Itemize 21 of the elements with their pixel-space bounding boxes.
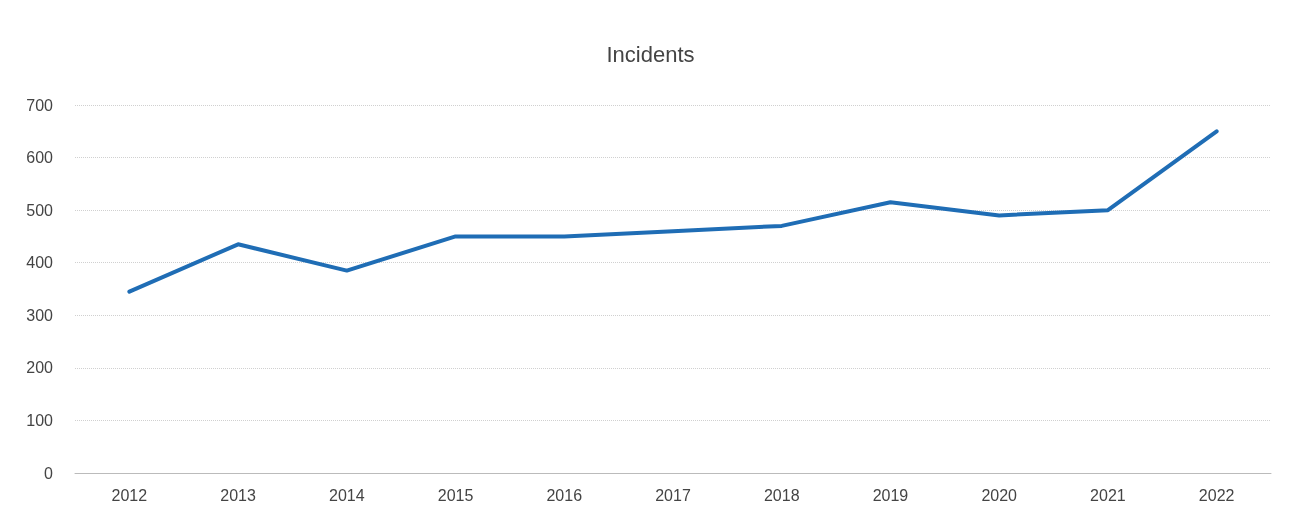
y-tick-label: 100: [26, 411, 54, 429]
y-tick-label: 400: [26, 254, 54, 272]
line-series: [127, 129, 1219, 294]
x-tick-label: 2018: [763, 486, 800, 504]
x-tick-label: 2016: [546, 486, 583, 504]
x-tick-label: 2015: [437, 486, 474, 504]
y-tick-label: 500: [26, 201, 54, 219]
y-tick-label: 600: [26, 149, 54, 167]
y-tick-label: 300: [26, 306, 54, 324]
chart-title: Incidents: [606, 41, 695, 67]
x-tick-label: 2014: [329, 486, 365, 504]
x-tick-label: 2019: [872, 486, 909, 504]
y-tick-label: 200: [26, 359, 54, 377]
y-tick-label: 0: [44, 464, 54, 482]
x-tick-label: 2017: [655, 486, 691, 504]
x-tick-label: 2013: [220, 486, 256, 504]
x-tick-label: 2022: [1198, 486, 1235, 504]
x-tick-label: 2012: [111, 486, 148, 504]
x-tick-label: 2021: [1090, 486, 1126, 504]
y-tick-label: 700: [26, 96, 54, 114]
x-tick-label: 2020: [981, 486, 1018, 504]
